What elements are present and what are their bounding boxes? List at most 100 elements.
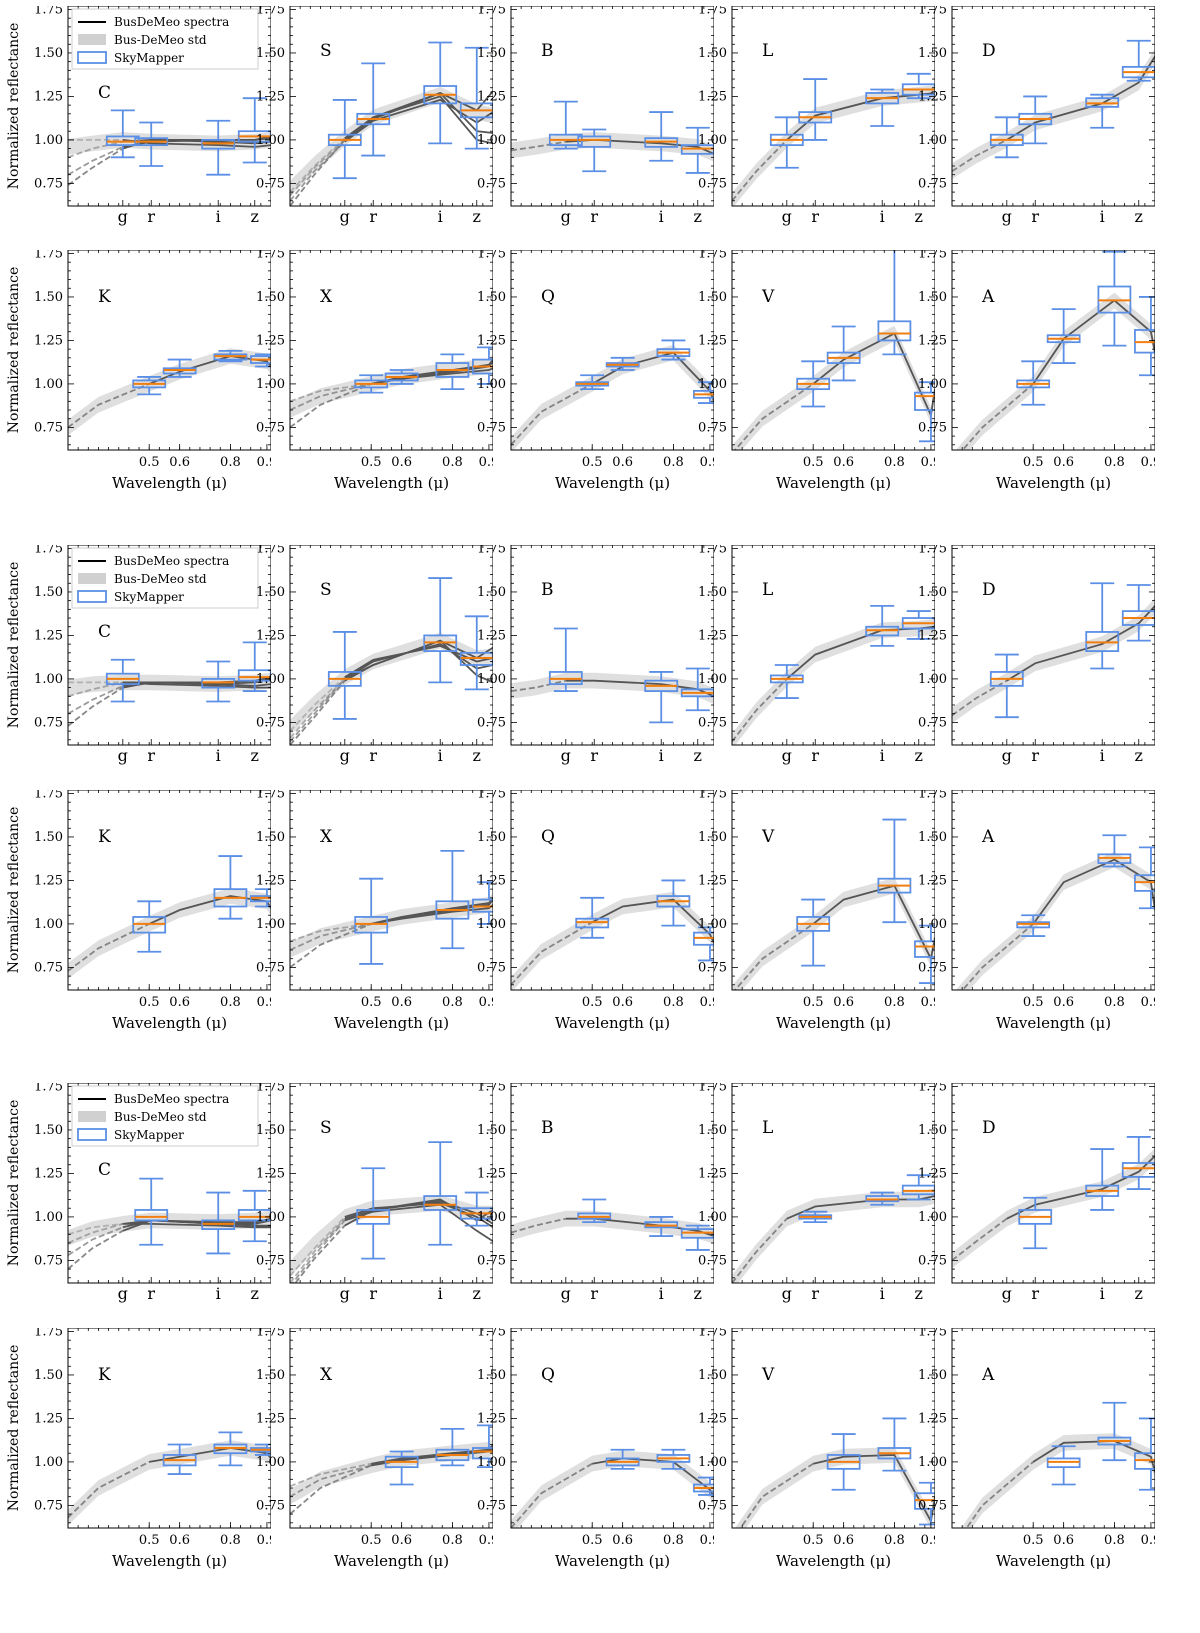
class-label: K	[98, 1365, 111, 1385]
extrapolation-line	[290, 923, 372, 951]
y-tick-label: 1.50	[477, 46, 506, 61]
panel-s-block1-row1: 0.75 1.00 1.25 1.50 1.75 g r i z S	[228, 2, 494, 254]
y-tick-label: 1.00	[477, 133, 506, 148]
y-tick-label: 1.00	[256, 1455, 285, 1470]
y-tick-label: 0.75	[256, 960, 285, 975]
panel-svg: 0.751.001.251.501.750.50.60.80.9Waveleng…	[256, 786, 506, 1032]
x-axis-label: Wavelength (μ)	[776, 1014, 891, 1032]
class-label: V	[761, 287, 775, 307]
y-tick-label: 1.50	[698, 46, 727, 61]
y-tick-label: 1.75	[477, 545, 506, 556]
extrapolation-line	[68, 1226, 124, 1256]
extrapolation-line	[68, 146, 124, 176]
extrapolation-line	[739, 1462, 814, 1528]
x-tick-label: 0.5	[803, 455, 824, 470]
x-axis-label: Wavelength (μ)	[776, 474, 891, 492]
extrapolation-line	[68, 147, 124, 186]
panel-v-block2-row2: 0.751.001.251.501.750.50.60.80.9Waveleng…	[670, 786, 948, 1038]
panel-d-block3-row1: 0.75 1.00 1.25 1.50 1.75 g r i z D	[890, 1079, 1156, 1331]
y-tick-label: 0.75	[698, 960, 727, 975]
y-tick-label: 1.50	[698, 1368, 727, 1383]
x-tick-label: 0.8	[220, 1533, 241, 1548]
box-r	[1046, 1445, 1081, 1486]
extrapolation-line	[290, 680, 346, 745]
box-r	[826, 325, 861, 382]
box-g	[548, 627, 583, 692]
spectrum-line	[122, 681, 271, 687]
y-tick-label: 1.50	[698, 830, 727, 845]
x-axis-label: Wavelength (μ)	[112, 474, 227, 492]
y-tick-label: 0.75	[698, 1498, 727, 1513]
band-label: r	[1031, 207, 1039, 226]
y-tick-label: 1.25	[34, 1411, 63, 1426]
y-tick-label: 1.25	[256, 1411, 285, 1426]
band-label: z	[694, 746, 702, 765]
class-label: C	[98, 1160, 111, 1180]
class-label: X	[320, 287, 333, 307]
extrapolation-line	[68, 1223, 123, 1236]
x-tick-label: 0.5	[582, 995, 603, 1010]
panel-q-block1-row2: 0.751.001.251.501.750.50.60.80.9Waveleng…	[449, 246, 727, 498]
panel-l-block1-row1: 0.75 1.00 1.25 1.50 1.75 g r i z L	[670, 2, 936, 254]
x-axis-label: Wavelength (μ)	[112, 1014, 227, 1032]
std-band	[732, 1188, 935, 1283]
extrapolation-line	[68, 686, 124, 727]
spectrum-line	[565, 679, 714, 698]
y-tick-label: 1.75	[477, 1328, 506, 1339]
band-label: z	[473, 207, 481, 226]
box-r	[356, 1167, 391, 1260]
band-label: g	[782, 207, 792, 226]
box-r	[162, 1443, 197, 1475]
class-label: K	[98, 827, 111, 847]
y-tick-label: 1.00	[918, 1210, 947, 1225]
box-z	[680, 667, 715, 712]
panel-a-block3-row2: 0.75 1.00 1.25 1.50 1.75 0.5 0.6 0.8 0.9 Waveleng…	[890, 1324, 1168, 1576]
x-axis-label: Wavelength (μ)	[996, 474, 1111, 492]
x-tick-label: 0.8	[663, 1533, 684, 1548]
x-tick-label: 0.5	[139, 995, 160, 1010]
x-tick-label: 0.6	[169, 995, 190, 1010]
class-label: D	[982, 41, 996, 61]
y-tick-label: 0.75	[34, 1498, 63, 1513]
y-tick-label: 1.50	[918, 290, 947, 305]
x-tick-label: 0.5	[361, 455, 382, 470]
y-tick-label: 1.50	[256, 290, 285, 305]
std-band	[955, 851, 1155, 990]
panel-c-block1-row1: 0.75 1.00 1.25 1.50 1.75 g r i z C Normalized refl…	[6, 2, 272, 254]
band-label: g	[1002, 1284, 1012, 1303]
y-tick-label: 0.75	[34, 420, 63, 435]
y-tick-label: 1.50	[256, 585, 285, 600]
x-tick-label: 0.8	[884, 1533, 905, 1548]
y-tick-label: 1.50	[477, 585, 506, 600]
y-tick-label: 1.25	[256, 628, 285, 643]
y-tick-label: 1.50	[34, 1368, 63, 1383]
y-axis-label: Normalized reflectance	[6, 807, 22, 974]
band-label: g	[561, 207, 571, 226]
x-tick-label: 0.5	[803, 995, 824, 1010]
x-tick-label: 0.6	[612, 995, 633, 1010]
legend-entry: SkyMapper	[114, 1128, 184, 1142]
extrapolation-line	[733, 383, 814, 450]
y-tick-label: 1.00	[477, 1455, 506, 1470]
band-label: g	[782, 746, 792, 765]
band-label: i	[216, 746, 221, 765]
panel-k-block3-row2: 0.751.001.251.501.750.50.60.80.9Waveleng…	[6, 1324, 284, 1576]
x-tick-label: 0.6	[612, 1533, 633, 1548]
panel-svg: 0.75 1.00 1.25 1.50 1.75 g r i z S	[256, 541, 494, 765]
box-z	[680, 126, 715, 174]
std-band	[732, 85, 935, 206]
class-label: S	[320, 1118, 332, 1138]
band-label: r	[147, 746, 155, 765]
x-tick-label: 0.6	[833, 1533, 854, 1548]
panel-svg: 0.751.001.251.501.750.50.60.80.9Waveleng…	[477, 246, 727, 492]
extrapolation-line	[511, 140, 566, 152]
box-i	[865, 88, 900, 127]
y-tick-label: 0.75	[477, 176, 506, 191]
x-tick-label: 0.8	[442, 1533, 463, 1548]
panel-q-block3-row2: 0.751.001.251.501.750.50.60.80.9Waveleng…	[449, 1324, 727, 1576]
box-i	[1085, 1148, 1120, 1211]
band-label: i	[216, 207, 221, 226]
box-i	[644, 671, 679, 724]
panel-b-block2-row1: 0.75 1.00 1.25 1.50 1.75 g r i z B	[449, 541, 715, 793]
class-label: A	[981, 827, 995, 847]
